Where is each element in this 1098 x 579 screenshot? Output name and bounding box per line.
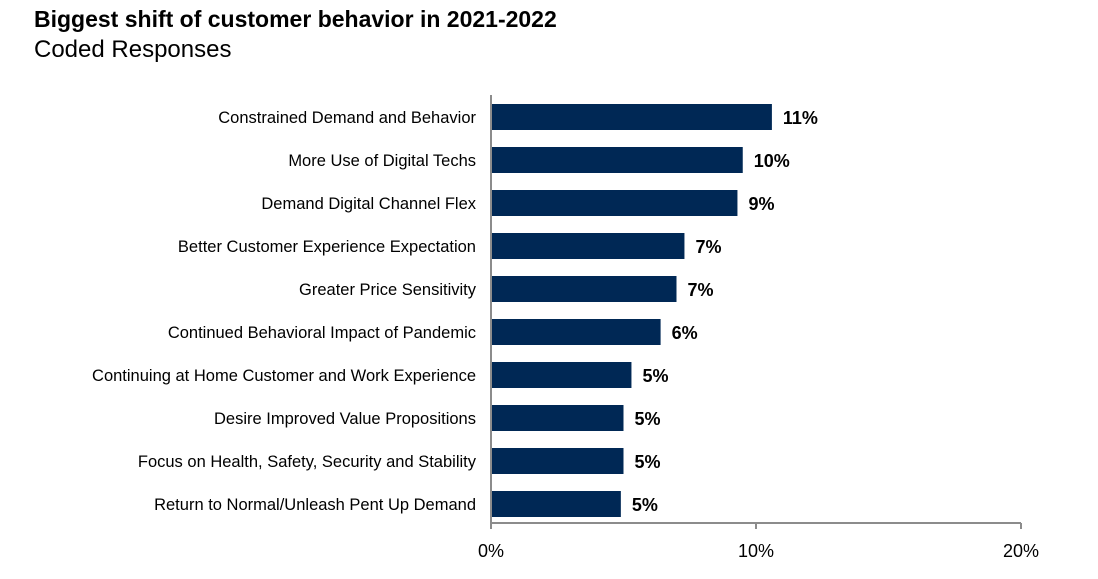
value-label: 6% <box>672 323 698 343</box>
bar <box>492 362 632 388</box>
bar <box>492 104 772 130</box>
category-label: Constrained Demand and Behavior <box>218 109 476 127</box>
category-label: Focus on Health, Safety, Security and St… <box>138 453 477 471</box>
bar <box>492 276 677 302</box>
value-label: 5% <box>635 452 661 472</box>
bar <box>492 491 621 517</box>
bar <box>492 319 661 345</box>
bar <box>492 233 685 259</box>
value-label: 5% <box>632 495 658 515</box>
value-label: 9% <box>748 194 774 214</box>
category-label: Better Customer Experience Expectation <box>178 238 476 256</box>
value-label: 5% <box>635 409 661 429</box>
bar <box>492 405 624 431</box>
chart-subtitle: Coded Responses <box>34 36 232 63</box>
value-label: 10% <box>754 151 790 171</box>
bar <box>492 190 738 216</box>
bars-layer <box>492 104 772 517</box>
category-label: Demand Digital Channel Flex <box>261 195 476 213</box>
category-label: Return to Normal/Unleash Pent Up Demand <box>154 496 476 514</box>
value-label: 11% <box>783 108 818 128</box>
bar <box>492 147 743 173</box>
chart-title: Biggest shift of customer behavior in 20… <box>34 6 557 32</box>
category-label: Greater Price Sensitivity <box>299 281 477 299</box>
category-label: Desire Improved Value Propositions <box>214 410 476 428</box>
value-label: 7% <box>688 280 714 300</box>
value-label: 7% <box>695 237 721 257</box>
category-label: Continued Behavioral Impact of Pandemic <box>168 324 476 342</box>
labels-layer: Constrained Demand and Behavior 11% More U… <box>92 108 1039 561</box>
category-label: Continuing at Home Customer and Work Exp… <box>92 367 476 385</box>
category-label: More Use of Digital Techs <box>288 152 476 170</box>
value-label: 5% <box>642 366 668 386</box>
x-tick-label: 20% <box>1003 541 1039 561</box>
bar <box>492 448 624 474</box>
x-tick-label: 10% <box>738 541 774 561</box>
x-tick-label: 0% <box>478 541 504 561</box>
axis-layer <box>490 95 1022 529</box>
